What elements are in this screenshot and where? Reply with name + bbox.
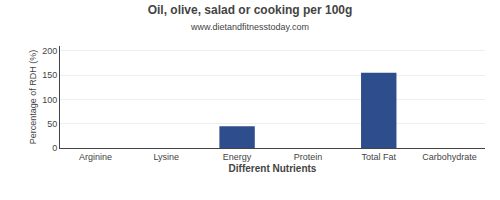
svg-text:Carbohydrate: Carbohydrate — [422, 152, 477, 162]
svg-text:Energy: Energy — [223, 152, 252, 162]
svg-text:0: 0 — [52, 143, 57, 153]
svg-text:50: 50 — [47, 119, 57, 129]
svg-text:150: 150 — [42, 70, 57, 80]
svg-text:Protein: Protein — [294, 152, 323, 162]
svg-text:Total Fat: Total Fat — [361, 152, 396, 162]
svg-text:100: 100 — [42, 95, 57, 105]
svg-text:Lysine: Lysine — [153, 152, 179, 162]
svg-text:Arginine: Arginine — [79, 152, 112, 162]
svg-text:Different Nutrients: Different Nutrients — [229, 163, 317, 174]
svg-text:Percentage of RDH (%): Percentage of RDH (%) — [28, 50, 38, 145]
svg-text:Oil, olive, salad or cooking p: Oil, olive, salad or cooking per 100gwww… — [148, 3, 353, 32]
svg-text:200: 200 — [42, 46, 57, 56]
